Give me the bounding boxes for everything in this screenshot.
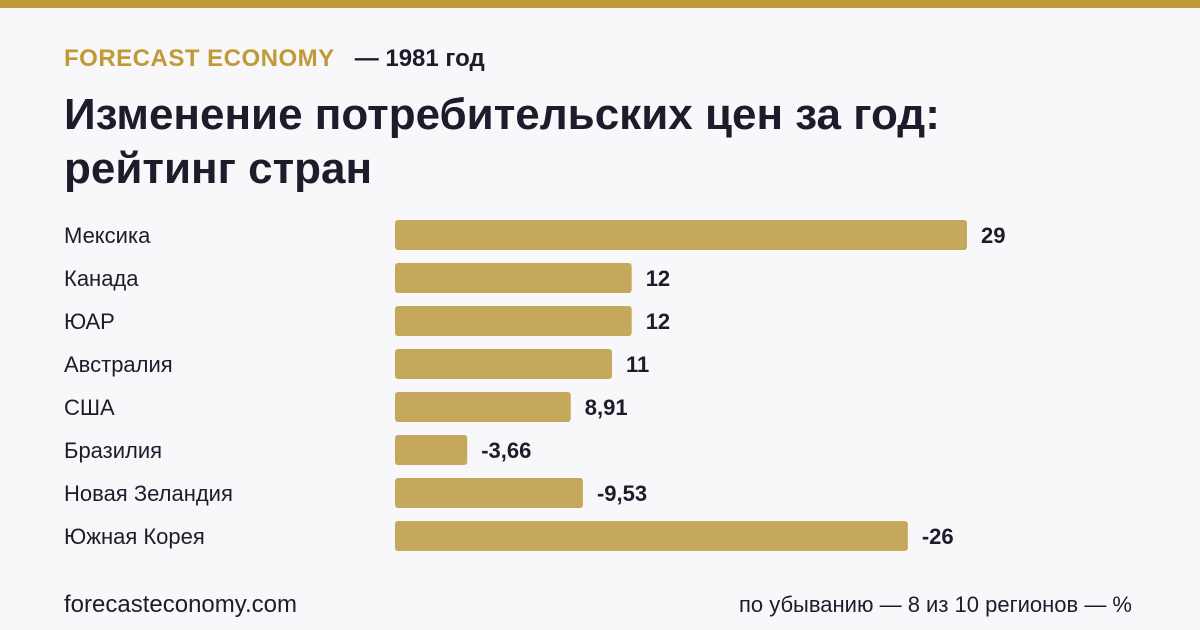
title-line-2: рейтинг стран [64, 144, 373, 193]
value-label: 8,91 [585, 395, 628, 420]
brand-name: FORECAST ECONOMY [64, 45, 335, 72]
page-title: Изменение потребительских цен за год: ре… [64, 88, 940, 196]
title-line-1: Изменение потребительских цен за год: [64, 90, 940, 139]
bar [395, 220, 967, 250]
category-label: Южная Корея [64, 524, 205, 549]
value-label: 12 [646, 266, 670, 291]
bar [395, 392, 571, 422]
value-label: 11 [626, 352, 649, 377]
site-url: forecasteconomy.com [64, 591, 297, 618]
category-label: Канада [64, 266, 139, 291]
bar [395, 263, 632, 293]
bar [395, 306, 632, 336]
category-label: Новая Зеландия [64, 481, 233, 506]
category-label: Бразилия [64, 438, 162, 463]
header: FORECAST ECONOMY — 1981 год [64, 45, 485, 73]
value-label: 29 [981, 223, 1005, 248]
value-label: -3,66 [481, 438, 531, 463]
year-label: — 1981 год [354, 45, 485, 72]
category-label: Австралия [64, 352, 173, 377]
bar [395, 478, 583, 508]
bar [395, 349, 612, 379]
top-accent-bar [0, 0, 1200, 8]
category-label: Мексика [64, 223, 151, 248]
category-label: ЮАР [64, 309, 115, 334]
category-label: США [64, 395, 115, 420]
footer-note: по убыванию — 8 из 10 регионов — % [738, 592, 1132, 617]
bar [395, 435, 468, 465]
value-label: -9,53 [597, 481, 647, 506]
bar [395, 521, 908, 551]
value-label: -26 [922, 524, 954, 549]
value-label: 12 [646, 309, 670, 334]
